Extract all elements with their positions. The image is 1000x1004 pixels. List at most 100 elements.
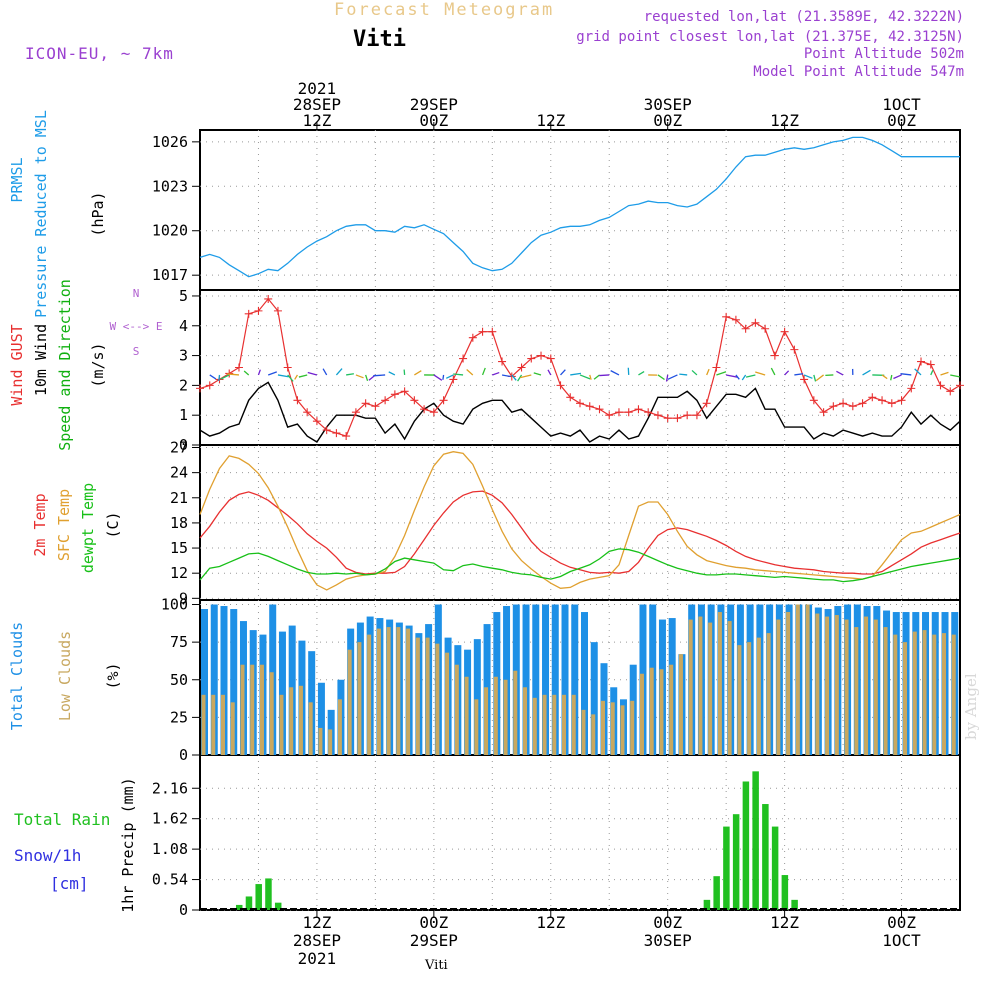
low-cloud-bar: [396, 627, 400, 755]
wind-direction-arrow: [893, 375, 901, 379]
y-tick-label: 24: [170, 464, 188, 482]
y-tick-label: 1023: [152, 177, 188, 195]
low-cloud-bar: [455, 665, 459, 755]
gust-marker: [576, 399, 584, 407]
rain-bar: [762, 804, 769, 910]
y-tick-label: 5: [179, 287, 188, 305]
low-cloud-bar: [445, 653, 449, 755]
y-tick-label: 1.62: [152, 810, 188, 828]
wind-direction-arrow: [785, 371, 789, 375]
wind-direction-arrow: [638, 372, 644, 375]
low-cloud-bar: [582, 710, 586, 755]
gust-marker: [547, 355, 555, 363]
gust-marker: [956, 381, 964, 389]
y-tick-label: 1: [179, 406, 188, 424]
gust-marker: [829, 402, 837, 410]
temp-dewpt-line: [200, 549, 960, 582]
low-cloud-bar: [357, 642, 361, 755]
pressure-label-2: Pressure Reduced to MSL: [32, 110, 50, 318]
y-tick-label: 4: [179, 317, 188, 335]
rain-bar: [246, 896, 253, 910]
low-cloud-bar: [533, 698, 537, 755]
wind-direction-arrow: [561, 370, 566, 375]
low-cloud-bar: [543, 695, 547, 755]
chart-title: Forecast Meteogram: [334, 0, 554, 20]
wind-direction-arrow: [771, 368, 775, 375]
low-cloud-bar: [611, 702, 615, 755]
gust-marker: [927, 361, 935, 369]
y-tick-label: 1017: [152, 266, 188, 284]
wind-direction-arrow: [268, 372, 277, 375]
bottom-time-label: 29SEP: [410, 931, 458, 950]
low-cloud-bar: [659, 669, 663, 755]
panel-frame: [200, 290, 960, 445]
low-cloud-bar: [650, 668, 654, 755]
low-cloud-bar: [845, 620, 849, 755]
low-cloud-bar: [737, 645, 741, 755]
wind-direction-arrow: [356, 375, 364, 378]
bottom-time-label: 2021: [298, 949, 337, 968]
low-cloud-bar: [786, 612, 790, 755]
pressure-unit: (hPa): [89, 191, 107, 236]
wind-direction-arrow: [891, 375, 892, 380]
y-tick-label: 75: [170, 633, 188, 651]
gust-marker: [605, 411, 613, 419]
y-tick-label: 18: [170, 514, 188, 532]
wind-direction-arrow: [323, 369, 327, 375]
gust-marker: [488, 328, 496, 336]
wind-direction-arrow: [755, 372, 765, 375]
low-cloud-bar: [923, 630, 927, 755]
low-cloud-bar: [562, 695, 566, 755]
gust-marker: [781, 328, 789, 336]
low-cloud-bar: [299, 686, 303, 755]
low-cloud-bar: [835, 615, 839, 755]
low-cloud-bar: [874, 620, 878, 755]
y-tick-label: 1020: [152, 222, 188, 240]
total-rain-label: Total Rain: [14, 810, 110, 829]
low-cloud-bar: [864, 617, 868, 755]
y-tick-label: 15: [170, 539, 188, 557]
low-clouds-label: Low Clouds: [56, 631, 74, 721]
wind-direction-arrow: [346, 374, 354, 375]
y-tick-label: 100: [161, 596, 188, 614]
y-tick-label: 2: [179, 376, 188, 394]
low-cloud-bar: [289, 687, 293, 755]
pressure-label-1: PRMSL: [8, 157, 26, 202]
gust-marker: [917, 358, 925, 366]
wind-direction-arrow: [679, 374, 687, 375]
wind-direction-arrow: [742, 375, 745, 380]
wind-direction-arrow: [434, 375, 442, 380]
low-cloud-bar: [552, 695, 556, 755]
temp-sfc-label: SFC Temp: [55, 489, 73, 561]
wind-10m-label: 10m Wind: [32, 324, 50, 396]
low-cloud-bar: [387, 627, 391, 755]
gust-marker: [625, 408, 633, 416]
bottom-time-label: 1OCT: [882, 931, 921, 950]
point-altitude: Point Altitude 502m: [804, 46, 964, 62]
low-cloud-bar: [309, 702, 313, 755]
wind-direction-arrow: [836, 371, 843, 375]
wind-direction-arrow: [794, 374, 803, 375]
y-tick-label: 0: [179, 901, 188, 919]
wind-direction-arrow: [658, 375, 665, 380]
wind-direction-arrow: [492, 373, 499, 375]
low-cloud-bar: [406, 629, 410, 755]
gust-marker: [479, 328, 487, 336]
low-cloud-bar: [893, 635, 897, 755]
wind-direction-arrow: [373, 375, 385, 376]
low-cloud-bar: [279, 695, 283, 755]
wind-10m-line: [200, 382, 960, 442]
low-cloud-bar: [825, 617, 829, 755]
gust-marker: [888, 399, 896, 407]
wind-direction-arrow: [534, 373, 541, 375]
total-clouds-label: Total Clouds: [8, 622, 26, 730]
rain-bar: [782, 875, 789, 910]
gust-marker: [498, 358, 506, 366]
low-cloud-bar: [620, 705, 624, 755]
compass-we: W <--> E: [110, 320, 163, 333]
wind-speed-dir-label: Speed and Direction: [56, 279, 74, 451]
low-cloud-bar: [202, 695, 206, 755]
gust-marker: [937, 381, 945, 389]
